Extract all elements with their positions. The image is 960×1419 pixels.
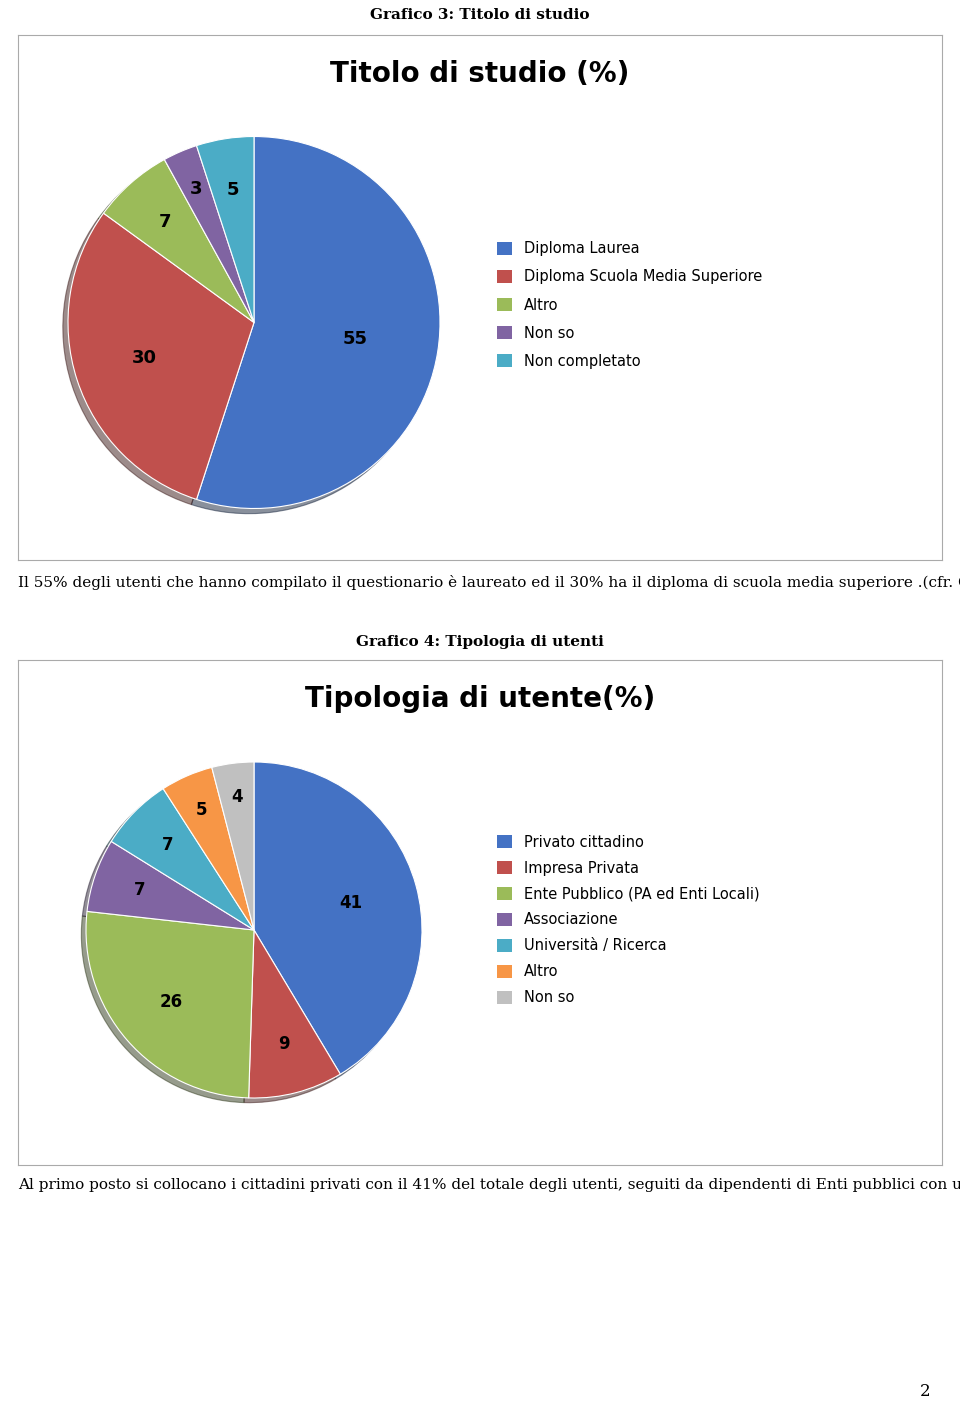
Text: 5: 5 [227,182,239,199]
Text: Il 55% degli utenti che hanno compilato il questionario è laureato ed il 30% ha : Il 55% degli utenti che hanno compilato … [18,575,960,590]
Wedge shape [104,159,254,322]
Text: Tipologia di utente(%): Tipologia di utente(%) [305,685,655,712]
Wedge shape [86,911,254,1098]
Wedge shape [68,213,254,499]
Text: 7: 7 [159,213,172,231]
Wedge shape [164,146,254,322]
Legend: Privato cittadino, Impresa Privata, Ente Pubblico (PA ed Enti Locali), Associazi: Privato cittadino, Impresa Privata, Ente… [497,834,759,1005]
Text: Al primo posto si collocano i cittadini privati con il 41% del totale degli uten: Al primo posto si collocano i cittadini … [18,1178,960,1192]
Text: Titolo di studio (%): Titolo di studio (%) [330,60,630,88]
Text: 9: 9 [277,1034,289,1053]
Text: 7: 7 [162,836,174,854]
Text: 30: 30 [132,349,156,368]
Text: 26: 26 [160,992,183,1010]
Wedge shape [163,768,254,929]
Wedge shape [254,762,422,1074]
Wedge shape [87,841,254,929]
Text: 5: 5 [196,800,207,819]
Wedge shape [197,136,254,322]
Wedge shape [111,789,254,929]
Legend: Diploma Laurea, Diploma Scuola Media Superiore, Altro, Non so, Non completato: Diploma Laurea, Diploma Scuola Media Sup… [497,241,762,369]
Wedge shape [212,762,254,929]
Wedge shape [249,929,340,1098]
Text: 4: 4 [231,788,243,806]
Text: Grafico 4: Tipologia di utenti: Grafico 4: Tipologia di utenti [356,634,604,648]
Wedge shape [197,136,440,508]
Text: 41: 41 [340,894,363,912]
Text: 7: 7 [133,881,146,900]
Text: 55: 55 [343,329,368,348]
Text: Grafico 3: Titolo di studio: Grafico 3: Titolo di studio [371,9,589,23]
Text: 2: 2 [920,1384,930,1401]
Text: 3: 3 [190,180,203,199]
